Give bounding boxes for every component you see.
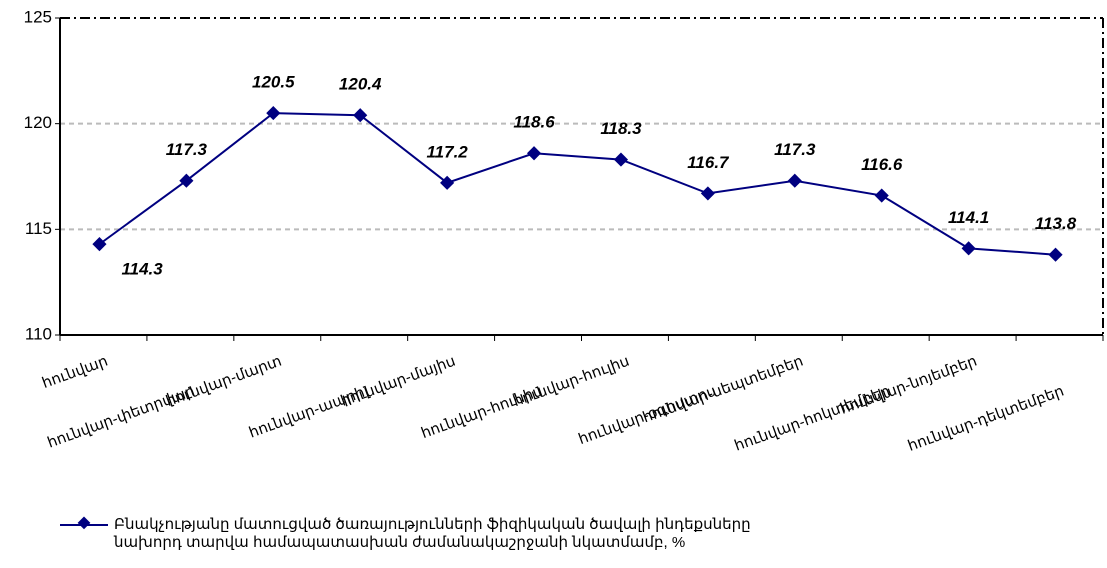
legend-label: Բնակչությանը մատուցված ծառայությունների … bbox=[114, 516, 751, 551]
data-label: 114.1 bbox=[948, 208, 989, 227]
point bbox=[787, 173, 802, 188]
data-label: 117.3 bbox=[166, 140, 208, 159]
point bbox=[613, 152, 629, 167]
y-tick-label: 110 bbox=[25, 324, 52, 343]
point bbox=[92, 237, 107, 252]
data-label: 116.6 bbox=[861, 155, 903, 174]
point bbox=[179, 173, 194, 188]
series-line bbox=[98, 112, 1056, 256]
point bbox=[961, 241, 976, 256]
data-label: 116.7 bbox=[687, 153, 730, 172]
point bbox=[353, 108, 368, 123]
x-tick-label: հունվար-դեկտեմբեր bbox=[906, 383, 1067, 455]
data-label: 120.5 bbox=[252, 73, 295, 92]
point bbox=[526, 146, 542, 161]
data-label: 117.2 bbox=[426, 142, 468, 161]
data-label: 118.3 bbox=[600, 119, 642, 138]
x-tick-label: հունվար-հուլիս bbox=[511, 353, 632, 411]
point bbox=[700, 186, 715, 201]
y-tick-label: 115 bbox=[25, 219, 52, 238]
point bbox=[1048, 247, 1063, 262]
data-label: 117.3 bbox=[774, 140, 816, 159]
x-tick-label: հունվար-մարտ bbox=[164, 353, 284, 411]
data-label: 118.6 bbox=[513, 113, 555, 132]
x-tick-label: հունվար-սեպտեմբեր bbox=[640, 353, 805, 427]
legend-swatch bbox=[60, 516, 108, 530]
y-tick-label: 125 bbox=[24, 7, 52, 26]
legend-marker bbox=[77, 516, 91, 530]
chart: 110115120125հունվարհունվար-փետրվարհունվա… bbox=[24, 7, 1104, 455]
data-label: 113.8 bbox=[1035, 214, 1077, 233]
x-tick-label: հունվար bbox=[40, 353, 110, 392]
y-tick-label: 120 bbox=[24, 113, 52, 132]
data-label: 114.3 bbox=[121, 260, 163, 279]
legend: Բնակչությանը մատուցված ծառայությունների … bbox=[60, 516, 751, 552]
x-tick-label: հունվար-նոյեմբեր bbox=[838, 353, 979, 418]
x-tick-label: հունվար-մայիս bbox=[338, 353, 457, 410]
point bbox=[874, 188, 889, 203]
data-label: 120.4 bbox=[339, 75, 382, 94]
point bbox=[440, 175, 455, 190]
point bbox=[266, 106, 281, 121]
